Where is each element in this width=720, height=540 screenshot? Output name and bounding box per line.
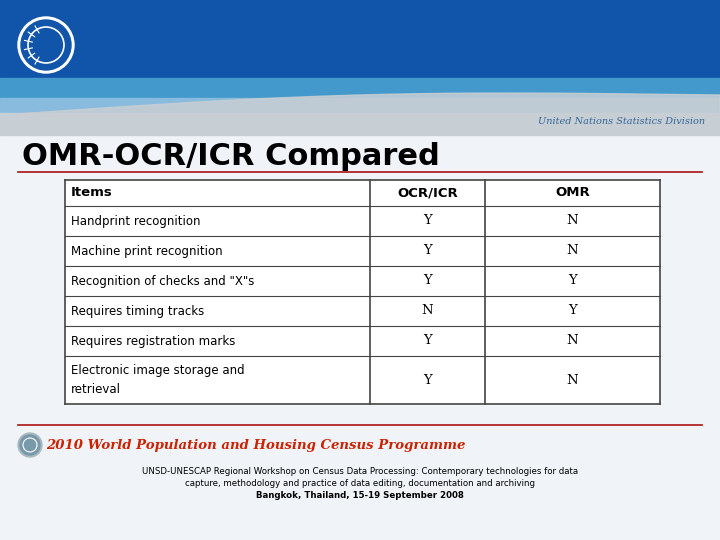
Text: N: N xyxy=(567,374,578,387)
Text: N: N xyxy=(567,214,578,227)
Text: OMR: OMR xyxy=(555,186,590,199)
Text: Handprint recognition: Handprint recognition xyxy=(71,214,200,227)
Text: OMR-OCR/ICR Compared: OMR-OCR/ICR Compared xyxy=(22,142,440,171)
Text: N: N xyxy=(422,305,433,318)
Text: Machine print recognition: Machine print recognition xyxy=(71,245,222,258)
Text: OCR/ICR: OCR/ICR xyxy=(397,186,458,199)
Text: Requires timing tracks: Requires timing tracks xyxy=(71,305,204,318)
Bar xyxy=(0,98,720,115)
Text: Y: Y xyxy=(568,274,577,287)
Circle shape xyxy=(18,17,74,73)
Text: retrieval: retrieval xyxy=(71,383,121,396)
Text: 2010 World Population and Housing Census Programme: 2010 World Population and Housing Census… xyxy=(46,438,465,451)
Text: capture, methodology and practice of data editing, documentation and archiving: capture, methodology and practice of dat… xyxy=(185,480,535,489)
Text: Y: Y xyxy=(423,245,432,258)
Text: Bangkok, Thailand, 15-19 September 2008: Bangkok, Thailand, 15-19 September 2008 xyxy=(256,491,464,501)
Text: Y: Y xyxy=(423,214,432,227)
Text: Y: Y xyxy=(423,374,432,387)
Bar xyxy=(0,78,720,100)
Text: N: N xyxy=(567,334,578,348)
Bar xyxy=(0,132,720,540)
Text: Requires registration marks: Requires registration marks xyxy=(71,334,235,348)
Text: Electronic image storage and: Electronic image storage and xyxy=(71,364,245,377)
Bar xyxy=(0,113,720,135)
Text: N: N xyxy=(567,245,578,258)
Bar xyxy=(65,180,660,404)
Circle shape xyxy=(21,20,71,70)
Text: United Nations Statistics Division: United Nations Statistics Division xyxy=(538,118,705,126)
Text: UNSD-UNESCAP Regional Workshop on Census Data Processing: Contemporary technolog: UNSD-UNESCAP Regional Workshop on Census… xyxy=(142,468,578,476)
Text: Recognition of checks and "X"s: Recognition of checks and "X"s xyxy=(71,274,254,287)
Circle shape xyxy=(18,433,42,457)
Text: Items: Items xyxy=(71,186,113,199)
Circle shape xyxy=(20,435,40,455)
Text: Y: Y xyxy=(423,274,432,287)
Bar xyxy=(0,0,720,80)
Text: Y: Y xyxy=(423,334,432,348)
Text: Y: Y xyxy=(568,305,577,318)
